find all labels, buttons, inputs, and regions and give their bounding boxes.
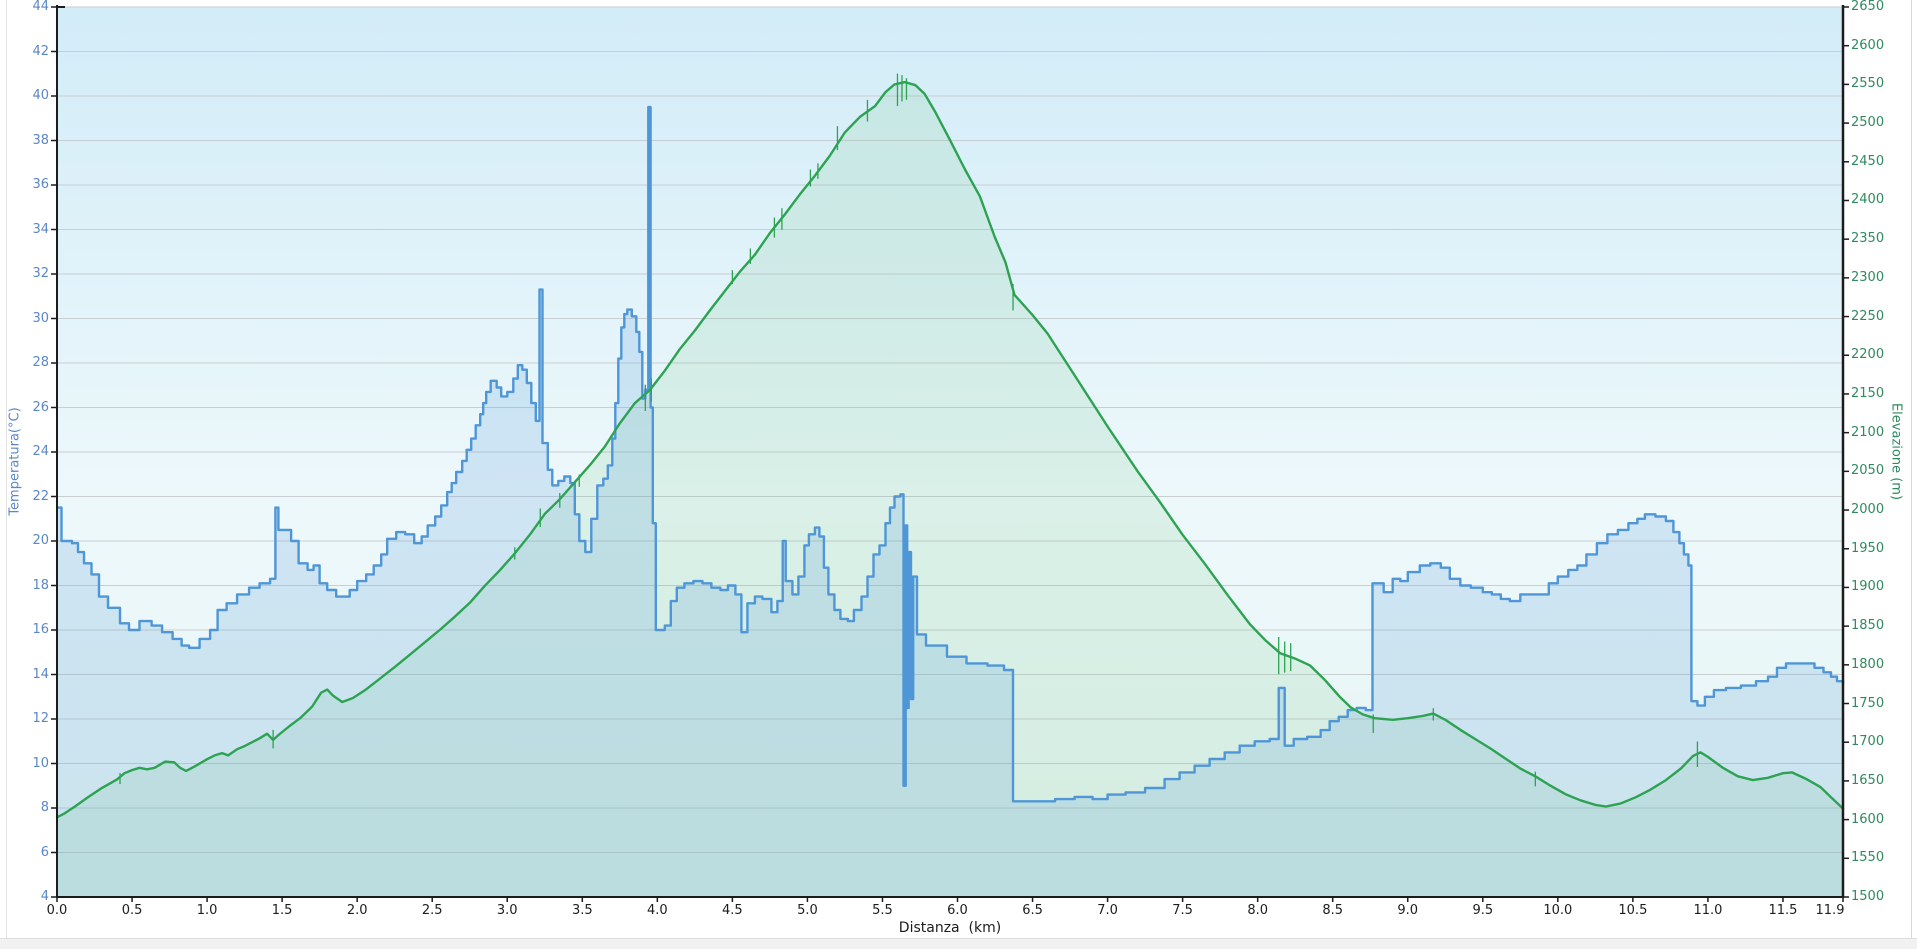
left-tick-label: 14 — [32, 666, 49, 682]
right-tick-label: 1750 — [1851, 695, 1885, 711]
left-tick-label: 34 — [32, 221, 49, 237]
right-axis-title: Elevazione (m) — [1888, 402, 1904, 501]
right-tick-label: 1950 — [1851, 540, 1885, 556]
x-tick-label: 8.0 — [1247, 903, 1269, 918]
x-tick-label: 6.0 — [947, 903, 968, 918]
right-tick-label: 2500 — [1851, 115, 1885, 131]
x-tick-label: 0.0 — [46, 903, 68, 918]
x-tick-label: 7.0 — [1097, 903, 1118, 918]
left-tick-label: 12 — [32, 711, 49, 726]
right-tick-label: 2200 — [1851, 347, 1885, 363]
right-tick-label: 2600 — [1851, 37, 1885, 53]
right-tick-label: 2450 — [1851, 153, 1885, 169]
x-tick-label: 7.5 — [1172, 903, 1193, 918]
elevation-area — [57, 82, 1843, 898]
right-tick-label: 1800 — [1851, 656, 1885, 672]
x-tick-label: 8.5 — [1322, 903, 1344, 918]
left-tick-label: 20 — [32, 533, 49, 548]
x-tick-label: 2.0 — [346, 903, 368, 918]
right-tick-label: 1500 — [1851, 889, 1885, 904]
page-right-border — [1911, 0, 1912, 940]
left-axis-title: Temperatura(°C) — [7, 407, 23, 516]
left-tick-label: 36 — [32, 177, 49, 192]
right-tick-label: 2150 — [1851, 385, 1885, 401]
x-tick-label: 4.5 — [722, 903, 743, 918]
right-tick-label: 2050 — [1851, 463, 1885, 479]
left-tick-label: 16 — [32, 622, 49, 637]
left-tick-label: 40 — [32, 88, 49, 103]
elevation-line — [55, 80, 1845, 819]
page-left-border — [6, 0, 7, 940]
right-tick-label: 2000 — [1851, 502, 1885, 518]
right-tick-label: 1600 — [1851, 811, 1885, 827]
temperature-area — [57, 107, 1843, 898]
left-tick-label: 28 — [32, 355, 49, 370]
left-tick-label: 26 — [32, 399, 49, 415]
x-tick-label: 10.5 — [1618, 903, 1648, 918]
left-tick-label: 6 — [40, 844, 49, 860]
right-tick-label: 2100 — [1851, 424, 1885, 440]
left-tick-label: 42 — [32, 43, 49, 59]
right-tick-label: 1550 — [1851, 850, 1885, 866]
right-tick-label: 1850 — [1851, 618, 1885, 634]
left-tick-label: 18 — [32, 577, 49, 593]
left-tick-label: 24 — [32, 444, 49, 459]
right-tick-label: 1650 — [1851, 772, 1885, 788]
left-tick-label: 10 — [32, 755, 49, 771]
left-tick-label: 44 — [32, 0, 49, 14]
x-tick-label: 9.5 — [1472, 903, 1494, 918]
page-bottom-strip — [0, 938, 1917, 949]
left-tick-label: 30 — [32, 310, 49, 326]
right-tick-label: 2650 — [1851, 0, 1885, 14]
x-tick-label: 1.5 — [271, 903, 293, 918]
left-tick-label: 38 — [32, 132, 49, 148]
x-tick-label: 11.0 — [1693, 903, 1723, 918]
x-tick-label: 6.5 — [1022, 903, 1043, 918]
x-tick-label: 1.0 — [196, 903, 218, 918]
x-tick-label: 4.0 — [646, 903, 668, 918]
right-tick-label: 2350 — [1851, 231, 1885, 247]
left-tick-label: 32 — [32, 266, 49, 281]
x-tick-label: 11.9 — [1815, 903, 1845, 918]
temperature-line — [55, 105, 1845, 803]
right-tick-label: 2400 — [1851, 192, 1885, 208]
left-tick-label: 4 — [40, 889, 49, 904]
x-tick-label: 5.5 — [872, 903, 893, 918]
right-tick-label: 2550 — [1851, 76, 1885, 92]
right-tick-label: 1700 — [1851, 734, 1885, 750]
right-tick-label: 1900 — [1851, 579, 1885, 595]
x-tick-label: 3.5 — [571, 903, 593, 918]
x-tick-label: 0.5 — [121, 903, 143, 918]
x-tick-label: 3.0 — [496, 903, 518, 918]
x-axis-title: Distanza (km) — [898, 920, 1002, 936]
left-tick-label: 22 — [32, 488, 49, 504]
x-tick-label: 2.5 — [421, 903, 443, 918]
x-tick-label: 11.5 — [1768, 903, 1798, 918]
x-tick-label: 5.0 — [797, 903, 818, 918]
right-tick-label: 2250 — [1851, 308, 1885, 324]
right-tick-label: 2300 — [1851, 269, 1885, 285]
x-tick-label: 10.0 — [1543, 903, 1573, 918]
left-tick-label: 8 — [40, 800, 49, 815]
x-tick-label: 9.0 — [1397, 903, 1419, 918]
